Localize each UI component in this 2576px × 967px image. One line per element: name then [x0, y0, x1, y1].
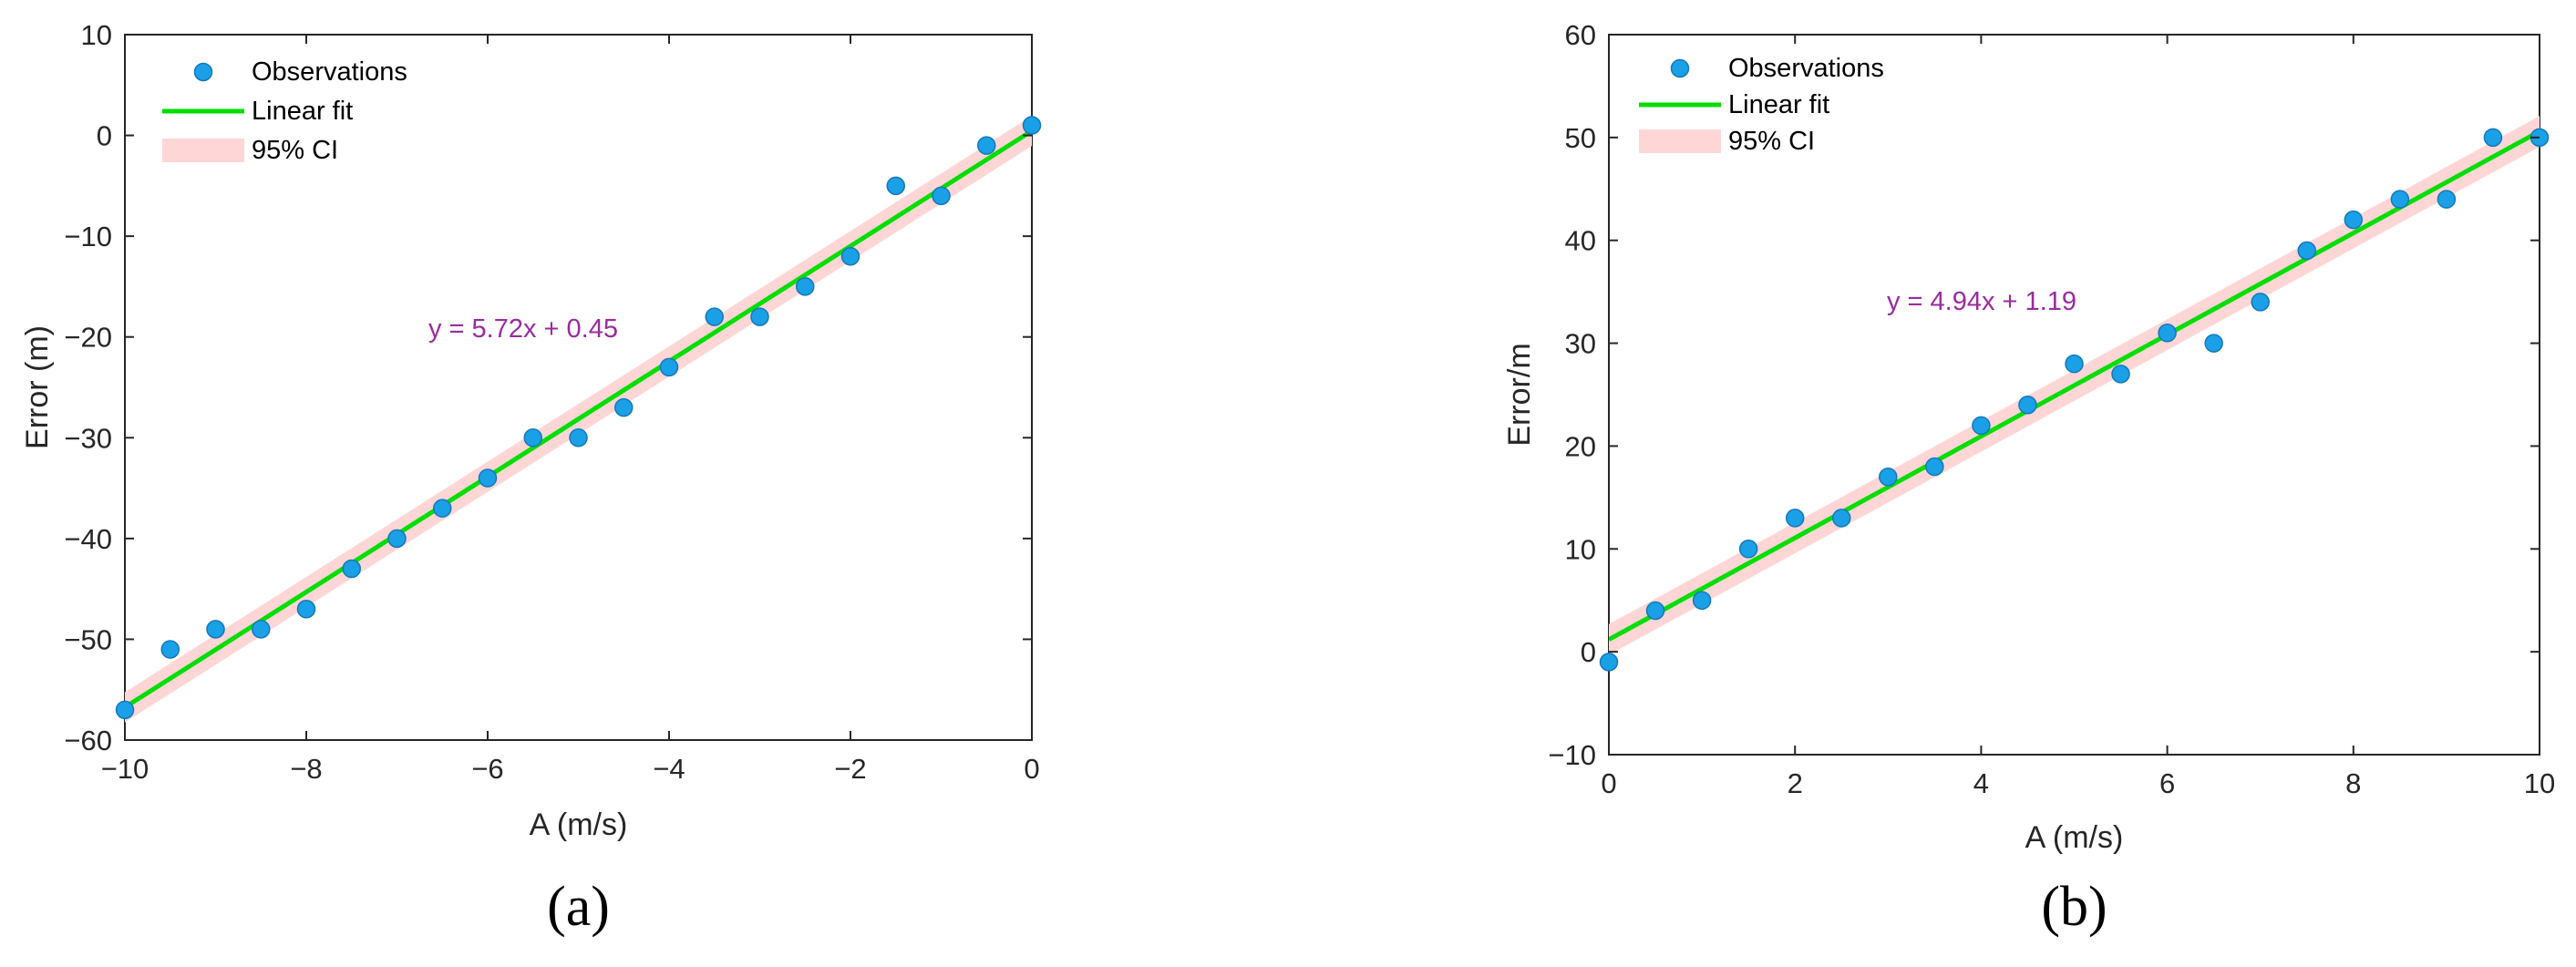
y-tick-label: 0 — [97, 120, 112, 152]
y-tick-label: −50 — [64, 623, 112, 655]
y-tick-label: 40 — [1565, 225, 1596, 257]
data-point — [2065, 354, 2084, 374]
legend-label: Observations — [252, 57, 407, 87]
legend-marker-ci — [1639, 129, 1721, 153]
data-point — [1692, 591, 1712, 610]
data-point — [705, 307, 724, 326]
panel-label: (b) — [2041, 876, 2107, 938]
data-point — [2390, 190, 2410, 209]
x-tick-label: 6 — [2159, 767, 2175, 799]
data-point — [1738, 540, 1758, 559]
data-point — [433, 499, 452, 518]
data-point — [750, 307, 769, 326]
data-point — [2111, 365, 2130, 384]
data-point — [977, 136, 996, 155]
data-point — [296, 600, 316, 619]
data-point — [160, 640, 180, 659]
data-point — [2018, 396, 2037, 415]
fit-line — [1609, 129, 2540, 642]
data-point — [932, 186, 951, 206]
panel-label: (a) — [547, 876, 610, 938]
legend-marker-ci — [162, 139, 244, 162]
x-tick-label: −8 — [290, 753, 322, 785]
data-point — [569, 428, 588, 447]
fit-equation: y = 5.72x + 0.45 — [428, 314, 618, 344]
y-tick-label: 50 — [1565, 122, 1596, 154]
y-tick-label: −30 — [64, 422, 112, 454]
y-tick-label: 10 — [1565, 533, 1596, 565]
x-axis-label: A (m/s) — [530, 808, 628, 842]
x-tick-label: 8 — [2345, 767, 2361, 799]
data-point — [2483, 128, 2503, 148]
data-point — [2437, 190, 2457, 209]
y-tick-label: −40 — [64, 523, 112, 555]
x-tick-label: −2 — [834, 753, 866, 785]
legend-label: Observations — [1728, 54, 1884, 83]
y-axis-label: Error/m — [1502, 343, 1537, 446]
data-point — [1022, 116, 1042, 135]
y-tick-label: 30 — [1565, 328, 1596, 360]
legend-label: Linear fit — [1728, 90, 1829, 119]
data-point — [840, 247, 860, 266]
data-point — [2204, 334, 2223, 353]
fit-line — [125, 129, 1032, 710]
data-point — [206, 620, 225, 639]
legend-label: Linear fit — [252, 97, 353, 126]
x-tick-label: 2 — [1788, 767, 1803, 799]
data-point — [252, 620, 271, 639]
x-tick-label: 0 — [1024, 753, 1039, 785]
y-tick-label: −10 — [64, 221, 112, 252]
data-point — [796, 277, 815, 296]
data-point — [614, 397, 634, 417]
data-point — [478, 468, 498, 488]
x-tick-label: 4 — [1973, 767, 1989, 799]
y-tick-label: −60 — [64, 725, 112, 756]
data-point — [1645, 601, 1665, 621]
data-point — [1972, 416, 1991, 436]
data-point — [886, 176, 905, 196]
data-point — [342, 559, 361, 579]
data-point — [2251, 293, 2270, 312]
x-tick-label: 10 — [2524, 767, 2555, 799]
fit-equation: y = 4.94x + 1.19 — [1887, 287, 2076, 316]
legend: Observations Linear fit 95% CI — [162, 57, 407, 165]
y-tick-label: 20 — [1565, 430, 1596, 462]
data-point — [659, 357, 679, 377]
y-tick-label: 60 — [1565, 19, 1596, 51]
data-point — [1599, 653, 1619, 672]
data-point — [2344, 210, 2364, 230]
data-point — [387, 529, 407, 549]
legend-marker-observations — [193, 62, 213, 82]
data-point — [1879, 468, 1898, 487]
y-tick-label: 0 — [1581, 636, 1596, 668]
legend-label: 95% CI — [1728, 127, 1815, 156]
y-axis-label: Error (m) — [20, 325, 55, 449]
y-tick-label: −10 — [1548, 739, 1596, 771]
data-point — [2297, 241, 2316, 261]
data-point — [1925, 457, 1944, 477]
data-point — [1832, 509, 1851, 528]
x-tick-label: −10 — [101, 753, 149, 785]
x-tick-label: −6 — [471, 753, 503, 785]
legend-marker-observations — [1670, 58, 1690, 78]
y-tick-label: 10 — [81, 19, 112, 51]
x-tick-label: 0 — [1601, 767, 1616, 799]
data-point — [2158, 324, 2177, 343]
legend: Observations Linear fit 95% CI — [1639, 54, 1884, 156]
y-tick-label: −20 — [64, 322, 112, 354]
data-point — [1785, 509, 1805, 528]
x-axis-label: A (m/s) — [2025, 820, 2124, 855]
legend-label: 95% CI — [252, 136, 338, 165]
data-point — [523, 428, 542, 447]
x-tick-label: −4 — [653, 753, 685, 785]
data-point — [115, 700, 135, 720]
